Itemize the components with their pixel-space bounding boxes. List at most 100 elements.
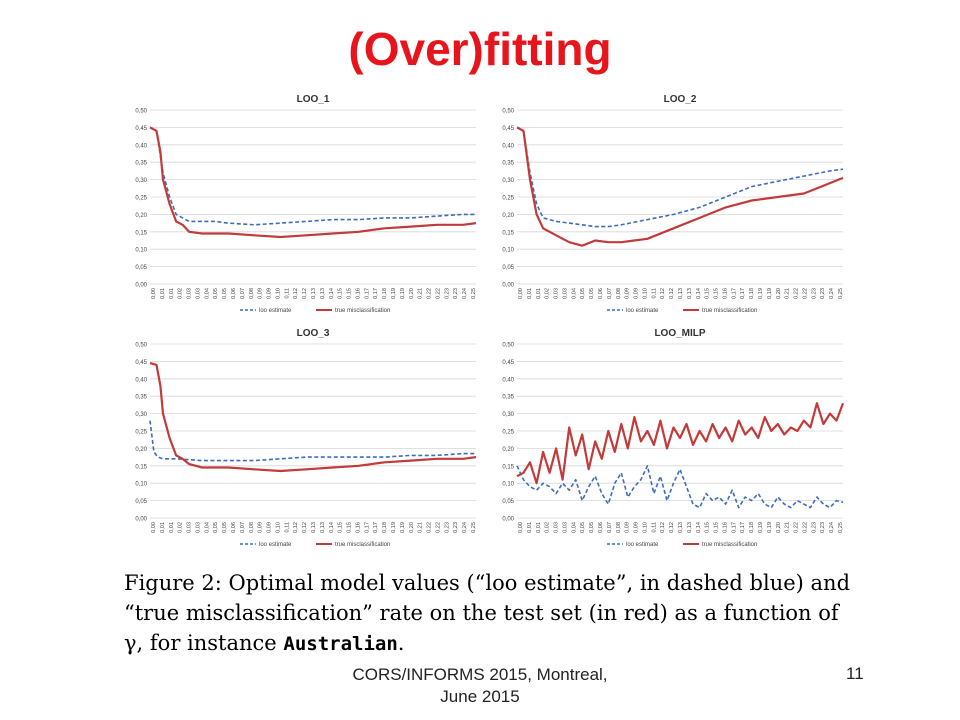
x-tick-label: 0,09: [634, 288, 640, 299]
x-tick-label: 0,22: [435, 522, 441, 533]
x-tick-label: 0,09: [625, 522, 631, 533]
x-tick-label: 0,22: [427, 522, 433, 533]
x-tick-label: 0,22: [802, 522, 808, 533]
x-tick-label: 0,15: [347, 522, 353, 533]
series-line-loo-estimate: [516, 465, 844, 509]
x-tick-label: 0,09: [625, 288, 631, 299]
y-tick-label: 0,50: [502, 343, 514, 349]
y-tick-label: 0,45: [502, 126, 514, 132]
x-tick-label: 0,13: [311, 288, 317, 299]
x-tick-label: 0,14: [696, 288, 702, 299]
x-tick-label: 0,23: [820, 522, 826, 533]
x-tick-label: 0,13: [687, 288, 693, 299]
chart-panel-loo-milp: LOO_MILP 0,00 0,05 0,10 0,15 0,20 0,25 0,30 0,35…: [487, 322, 853, 554]
x-tick-label: 0,20: [409, 522, 415, 533]
y-tick-label: 0,00: [502, 517, 514, 523]
chart-panel-loo-1: LOO_1 0,00 0,05 0,10 0,15 0,20 0,25 0,30 0,35 0,4…: [120, 88, 486, 320]
x-tick-label: 0,00: [518, 288, 524, 299]
x-tick-label: 0,05: [222, 522, 228, 533]
chart-svg-loo-2: LOO_2 0,00 0,05 0,10 0,15 0,20 0,25 0,30 0,35 0,4…: [502, 94, 844, 314]
x-tick-label: 0,17: [373, 288, 379, 299]
x-tick-label: 0,03: [554, 522, 560, 533]
x-tick-label: 0,19: [767, 288, 773, 299]
x-tick-label: 0,08: [249, 522, 255, 533]
caption-suffix: .: [397, 631, 405, 655]
y-tick-label: 0,25: [135, 430, 147, 436]
y-tick-label: 0,40: [502, 143, 514, 149]
y-tick-label: 0,30: [135, 178, 147, 184]
x-tick-label: 0,19: [767, 522, 773, 533]
x-tick-label: 0,02: [545, 288, 551, 299]
x-tick-label: 0,06: [231, 288, 237, 299]
y-tick-label: 0,00: [135, 283, 147, 289]
x-tick-label: 0,22: [435, 288, 441, 299]
x-tick-label: 0,10: [275, 288, 281, 299]
y-tick-label: 0,05: [135, 265, 147, 271]
chart-svg-loo-3: LOO_3 0,00 0,05 0,10 0,15 0,20 0,25 0,30 0,35 0,4…: [135, 328, 477, 548]
x-tick-label: 0,02: [178, 288, 184, 299]
x-tick-label: 0,11: [284, 522, 290, 532]
x-tick-label: 0,20: [409, 288, 415, 299]
x-tick-label: 0,09: [267, 522, 273, 533]
x-tick-label: 0,04: [571, 522, 577, 533]
chart-svg-loo-1: LOO_1 0,00 0,05 0,10 0,15 0,20 0,25 0,30 0,35 0,4…: [135, 94, 477, 314]
x-tick-label: 0,16: [722, 288, 728, 299]
y-tick-label: 0,40: [135, 143, 147, 149]
x-tick-label: 0,10: [275, 522, 281, 533]
x-tick-label: 0,19: [758, 522, 764, 533]
chart-panel-loo-2: LOO_2 0,00 0,05 0,10 0,15 0,20 0,25 0,30 0,35 0,4…: [487, 88, 853, 320]
x-tick-label: 0,06: [231, 522, 237, 533]
x-tick-label: 0,02: [178, 522, 184, 533]
x-tick-label: 0,21: [785, 288, 791, 299]
y-tick-label: 0,35: [502, 161, 514, 167]
x-tick-label: 0,05: [589, 522, 595, 533]
x-tick-label: 0,14: [329, 522, 335, 533]
x-tick-label: 0,07: [240, 288, 246, 299]
x-tick-label: 0,17: [364, 522, 370, 533]
x-tick-label: 0,14: [696, 522, 702, 533]
x-tick-label: 0,09: [258, 288, 264, 299]
slide-title: (Over)fitting: [348, 23, 612, 75]
x-tick-label: 0,12: [302, 522, 308, 533]
y-tick-label: 0,15: [502, 230, 514, 236]
y-tick-label: 0,45: [135, 126, 147, 132]
x-tick-label: 0,01: [169, 288, 175, 299]
x-tick-label: 0,13: [311, 522, 317, 533]
series-line-true-misclassification: [516, 126, 844, 247]
x-tick-label: 0,01: [160, 522, 166, 533]
x-tick-label: 0,19: [391, 288, 397, 299]
x-tick-label: 0,00: [151, 522, 157, 533]
x-tick-label: 0,09: [634, 522, 640, 533]
x-tick-label: 0,23: [453, 522, 459, 533]
y-tick-label: 0,00: [502, 283, 514, 289]
x-tick-label: 0,04: [204, 288, 210, 299]
x-tick-label: 0,00: [151, 288, 157, 299]
x-tick-label: 0,23: [444, 522, 450, 533]
x-tick-label: 0,18: [749, 288, 755, 299]
x-tick-label: 0,22: [794, 522, 800, 533]
footer-conference: CORS/INFORMS 2015, Montreal, June 2015: [300, 664, 660, 708]
footer-line-2: June 2015: [440, 687, 520, 706]
x-tick-label: 0,12: [669, 288, 675, 299]
y-tick-label: 0,10: [135, 482, 147, 488]
x-tick-label: 0,13: [687, 522, 693, 533]
series-line-loo-estimate: [149, 420, 476, 462]
chart-title: LOO_MILP: [654, 328, 705, 339]
x-tick-label: 0,17: [740, 288, 746, 299]
x-tick-label: 0,24: [829, 522, 835, 533]
x-tick-label: 0,13: [678, 522, 684, 533]
y-tick-label: 0,35: [135, 395, 147, 401]
x-tick-label: 0,03: [554, 288, 560, 299]
y-tick-label: 0,40: [502, 377, 514, 383]
x-tick-label: 0,19: [400, 288, 406, 299]
x-tick-label: 0,11: [651, 522, 657, 532]
series-line-loo-estimate: [149, 126, 476, 226]
x-tick-label: 0,01: [536, 288, 542, 299]
chart-title: LOO_2: [664, 94, 697, 105]
x-tick-label: 0,00: [518, 522, 524, 533]
chart-title: LOO_1: [297, 94, 330, 105]
x-tick-label: 0,15: [714, 522, 720, 533]
x-tick-label: 0,18: [382, 288, 388, 299]
x-tick-label: 0,08: [249, 288, 255, 299]
x-tick-label: 0,11: [284, 288, 290, 298]
